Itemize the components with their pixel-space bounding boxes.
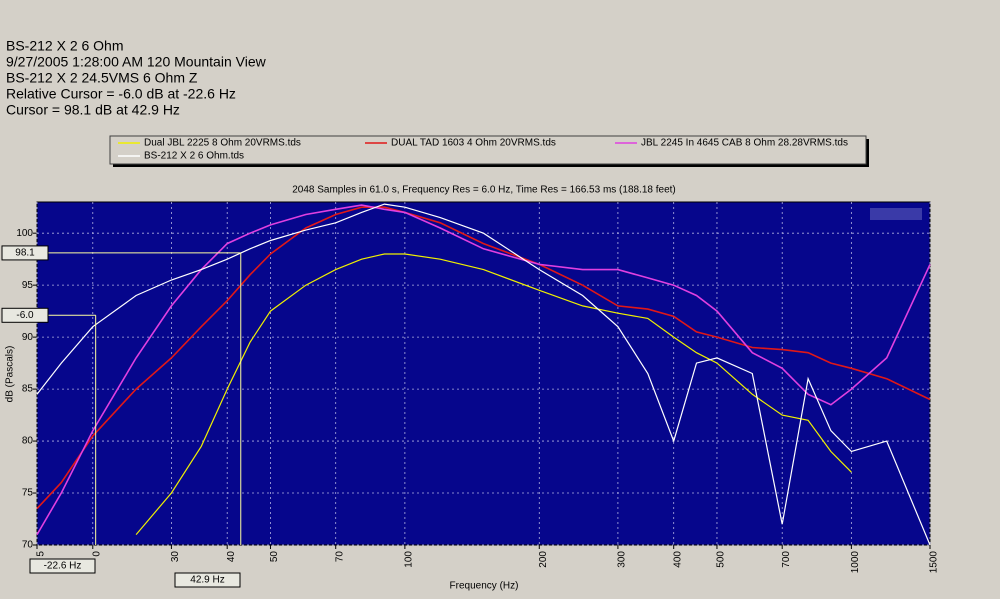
info-line: BS-212 X 2 6 Ohm [6, 38, 124, 54]
chart-title: 2048 Samples in 61.0 s, Frequency Res = … [292, 185, 676, 196]
logo [870, 208, 922, 220]
x-tick-label: 300 [617, 551, 628, 568]
relative-freq-label-box [29, 558, 96, 574]
plot-area [36, 201, 931, 546]
y-tick-label: 85 [22, 384, 34, 395]
cursor-level-label-box [1, 245, 49, 261]
x-tick-label: 700 [781, 551, 792, 568]
x-tick-label: 200 [538, 551, 549, 568]
x-tick-label: 40 [226, 551, 237, 563]
cursor-freq-label-box [174, 572, 241, 588]
legend-label: JBL 2245 In 4645 CAB 8 Ohm 28.28VRMS.tds [641, 138, 848, 149]
cursor-freq-label: 42.9 Hz [190, 575, 224, 586]
x-tick-label: 1500 [929, 551, 940, 574]
x-axis-label: Frequency (Hz) [450, 581, 519, 592]
info-line: Relative Cursor = -6.0 dB at -22.6 Hz [6, 86, 236, 102]
x-tick-label: 50 [269, 551, 280, 563]
x-tick-label: 500 [716, 551, 727, 568]
relative-level-label-box [1, 307, 49, 323]
relative-freq-label: -22.6 Hz [44, 561, 82, 572]
y-tick-label: 70 [22, 540, 34, 551]
y-tick-label: 95 [22, 280, 34, 291]
x-tick-label: 100 [404, 551, 415, 568]
info-line: 9/27/2005 1:28:00 AM 120 Mountain View [6, 54, 267, 70]
legend-box [109, 135, 867, 165]
series-line [36, 206, 931, 510]
info-line: Cursor = 98.1 dB at 42.9 Hz [6, 102, 180, 118]
x-tick-label: 30 [170, 551, 181, 563]
relative-level-label: -6.0 [16, 310, 34, 321]
legend-label: BS-212 X 2 6 Ohm.tds [144, 151, 244, 162]
x-tick-label: 70 [334, 551, 345, 563]
x-tick-label: 5 [36, 551, 47, 557]
x-tick-label: 0 [91, 551, 102, 557]
series-line [36, 203, 931, 546]
legend-label: DUAL TAD 1603 4 Ohm 20VRMS.tds [391, 138, 556, 149]
y-tick-label: 80 [22, 436, 34, 447]
x-tick-label: 400 [672, 551, 683, 568]
y-tick-label: 90 [22, 332, 34, 343]
y-tick-label: 100 [16, 228, 33, 239]
series-line [36, 204, 931, 536]
info-line: BS-212 X 2 24.5VMS 6 Ohm Z [6, 70, 198, 86]
y-tick-label: 75 [22, 488, 34, 499]
series-line [135, 253, 852, 535]
cursor-level-label: 98.1 [15, 248, 35, 259]
x-tick-label: 1000 [850, 551, 861, 574]
legend-label: Dual JBL 2225 8 Ohm 20VRMS.tds [144, 138, 301, 149]
y-axis-label: dB (Pascals) [5, 346, 16, 403]
